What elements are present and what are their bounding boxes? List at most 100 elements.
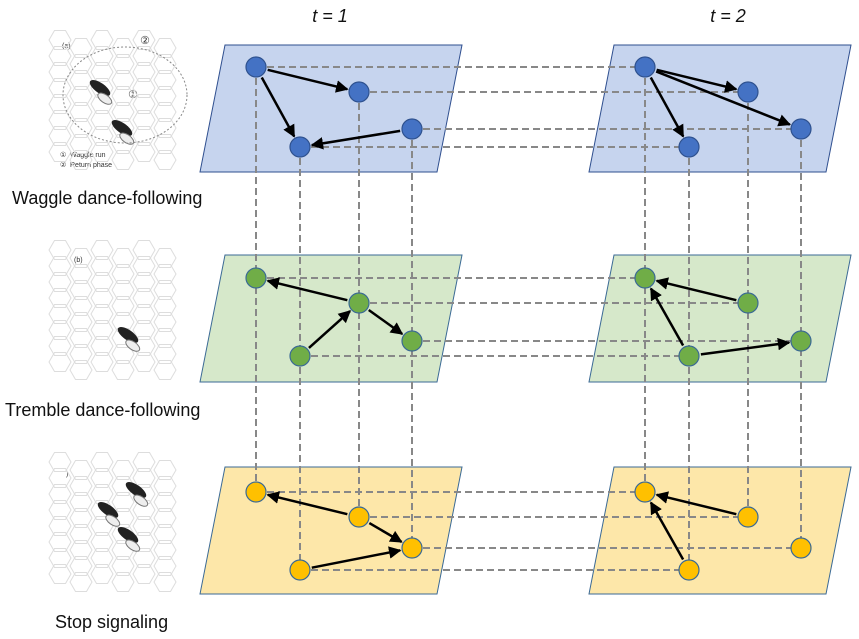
hex-cell (90, 125, 114, 147)
edge-arrow (656, 68, 738, 93)
bee-wing (97, 92, 113, 105)
hex-cell (153, 279, 177, 301)
hex-cell (153, 555, 177, 577)
hex-cell (153, 263, 177, 285)
hex-cell (111, 459, 135, 481)
edge-arrow (308, 310, 352, 349)
hex-cell (132, 45, 156, 67)
layer-plane (588, 466, 852, 595)
node (737, 506, 759, 528)
hex-cell (48, 499, 72, 521)
hex-cell (90, 351, 114, 373)
hex-cell (90, 531, 114, 553)
node (678, 136, 700, 158)
hex-cell (48, 61, 72, 83)
layer-label: Tremble dance-following (5, 400, 200, 420)
hex-cell (48, 287, 72, 309)
node (737, 292, 759, 314)
hex-cell (69, 327, 93, 349)
hex-cell (90, 335, 114, 357)
layer-label: Stop signaling (55, 612, 168, 632)
hex-cell (48, 141, 72, 163)
edge-arrow (700, 337, 791, 356)
hex-cell (48, 531, 72, 553)
hex-cell (111, 263, 135, 285)
hex-cell (153, 459, 177, 481)
bee (111, 119, 133, 137)
edge-arrow (310, 129, 401, 150)
hex-cell (69, 295, 93, 317)
bee-wing (105, 514, 121, 527)
hex-cell (153, 149, 177, 171)
hex-cell (90, 109, 114, 131)
edge-arrow (655, 70, 792, 127)
hex-cell (48, 483, 72, 505)
hex-cell (111, 53, 135, 75)
bee (125, 481, 147, 499)
bee-wing (133, 494, 149, 507)
hex-cell (132, 239, 156, 261)
layer-plane (199, 254, 463, 383)
hex-cell (69, 247, 93, 269)
hex-cell (69, 133, 93, 155)
hex-cell (90, 61, 114, 83)
hex-cell (69, 555, 93, 577)
hex-cell (48, 563, 72, 585)
hex-cell (153, 491, 177, 513)
node (737, 81, 759, 103)
layer-label: Waggle dance-following (12, 188, 202, 208)
node (245, 481, 267, 503)
hex-cell (90, 303, 114, 325)
bee-wing (119, 132, 135, 145)
edge-arrow (649, 287, 685, 347)
hex-cell (111, 475, 135, 497)
arrows (260, 68, 792, 569)
node (401, 330, 423, 352)
hex-cell (48, 271, 72, 293)
edge-arrow (266, 491, 348, 516)
hex-cell (90, 287, 114, 309)
legend-symbol: ② (60, 162, 66, 169)
hex-cell (69, 53, 93, 75)
hex-cell (48, 303, 72, 325)
node (289, 345, 311, 367)
phase-marker: ② (140, 35, 150, 47)
panel-label: (b) (74, 257, 83, 264)
hex-cell (90, 563, 114, 585)
layer-plane (199, 44, 463, 173)
layer-plane (199, 466, 463, 595)
edge-arrow (266, 277, 348, 302)
edge-arrow (368, 308, 404, 336)
hex-cell (132, 255, 156, 277)
bee (89, 79, 111, 97)
hex-cell (69, 279, 93, 301)
hex-cell (153, 327, 177, 349)
edge-arrow (260, 76, 296, 138)
hex-cell (153, 53, 177, 75)
legend-symbol: ① (60, 151, 66, 159)
hex-cell (48, 515, 72, 537)
hex-cell (153, 539, 177, 561)
hex-cell (153, 37, 177, 59)
hex-cell (48, 77, 72, 99)
hex-cell (90, 141, 114, 163)
hex-cell (132, 287, 156, 309)
hex-cell (132, 141, 156, 163)
hex-cell (69, 69, 93, 91)
bee (117, 526, 139, 544)
hex-cell (69, 523, 93, 545)
bee-wing (125, 339, 141, 352)
hex-cell (153, 311, 177, 333)
panel-label: ) (66, 471, 68, 478)
hex-cell (132, 303, 156, 325)
hex-cell (132, 547, 156, 569)
hex-cell (111, 149, 135, 171)
hex-cell (69, 37, 93, 59)
hex-cell (69, 491, 93, 513)
hex-cell (153, 247, 177, 269)
hex-cell (69, 311, 93, 333)
hex-cell (69, 101, 93, 123)
hex-cell (111, 37, 135, 59)
